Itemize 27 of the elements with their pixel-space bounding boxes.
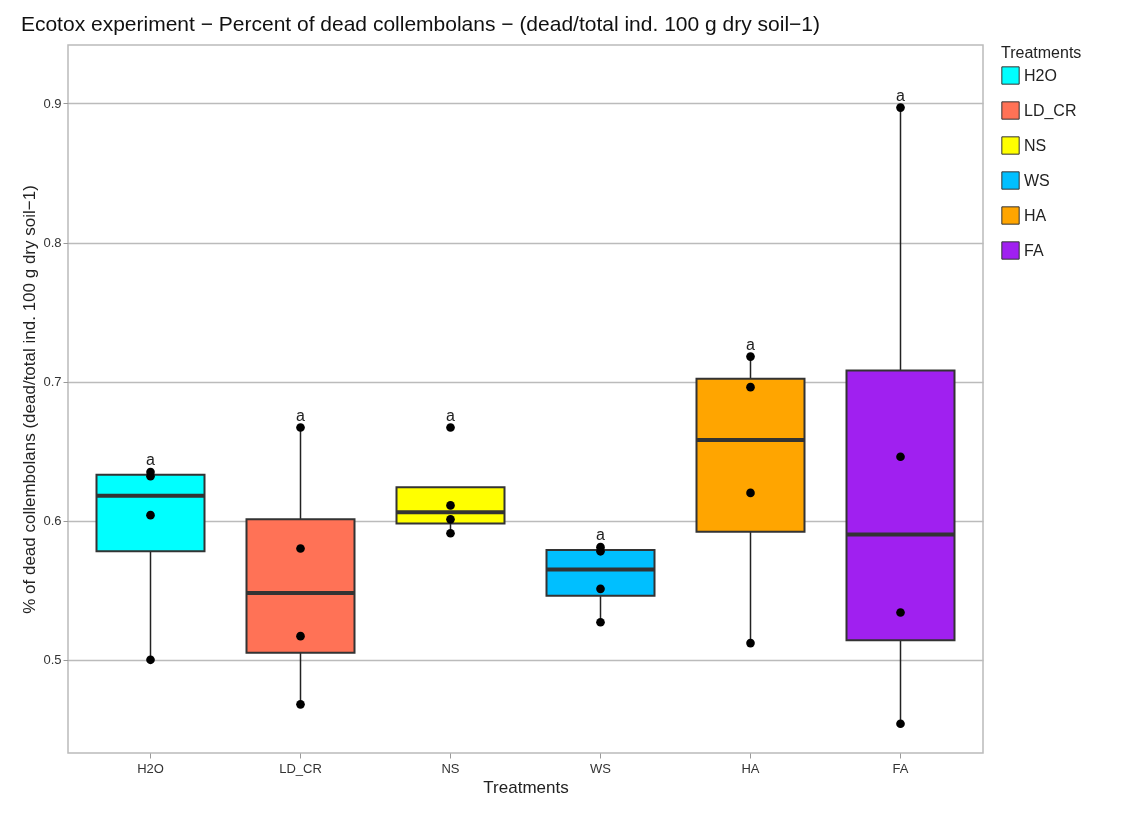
- y-tick-label: 0.5: [43, 652, 62, 668]
- x-tick-label: WS: [590, 760, 612, 776]
- legend-label: FA: [1024, 241, 1044, 259]
- y-tick-label: 0.8: [43, 235, 62, 251]
- y-axis-title: % of dead collembolans (dead/total ind. 100 g dry soil−1): [20, 185, 40, 614]
- annotation: a: [896, 86, 906, 104]
- x-axis-title: Treatments: [483, 777, 569, 797]
- x-tick-label: LD_CR: [279, 760, 322, 776]
- y-tick-label: 0.7: [43, 374, 62, 390]
- annotation: a: [146, 451, 156, 469]
- legend-label: HA: [1024, 206, 1047, 224]
- x-tick-label: NS: [441, 760, 460, 776]
- x-tick-label: H2O: [137, 760, 164, 776]
- legend-label: WS: [1024, 171, 1050, 189]
- legend-label: NS: [1024, 136, 1047, 154]
- annotation: a: [296, 406, 306, 424]
- legend-label: LD_CR: [1024, 101, 1077, 120]
- legend-title: Treatments: [1001, 44, 1082, 61]
- annotation: a: [446, 406, 456, 424]
- x-tick-label: HA: [741, 760, 760, 776]
- legend-label: H2O: [1024, 66, 1057, 84]
- annotation: a: [746, 335, 756, 353]
- annotation: a: [596, 526, 606, 544]
- chart-title: Ecotox experiment − Percent of dead collembolans − (dead/total ind. 100 g dry soil−1): [20, 12, 820, 35]
- y-tick-label: 0.9: [43, 95, 62, 111]
- x-tick-label: FA: [892, 760, 909, 776]
- y-tick-label: 0.6: [43, 513, 62, 529]
